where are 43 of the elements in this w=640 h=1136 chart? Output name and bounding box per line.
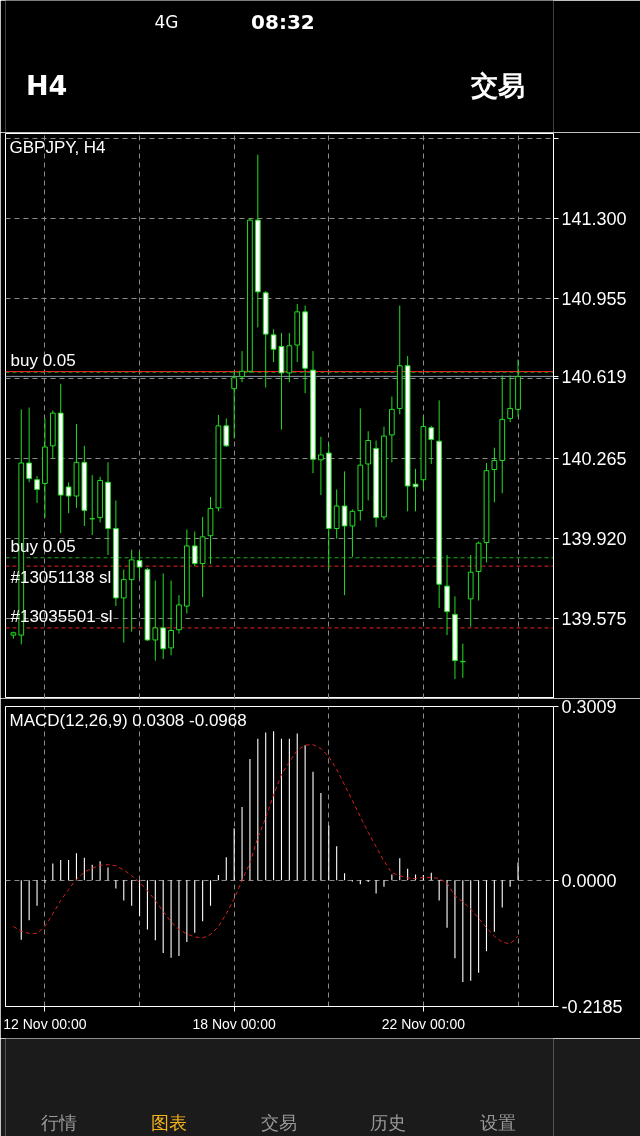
- candlestick: [428, 425, 435, 465]
- y-tick-label: 139.575: [561, 609, 627, 630]
- x-tick-label: 22 Nov 00:00: [381, 1015, 466, 1032]
- candlestick: [120, 569, 127, 644]
- text: 行情: [41, 1112, 78, 1133]
- candlestick: [239, 350, 245, 383]
- ref-line-label: buy 0.05: [10, 351, 76, 371]
- text: 交易: [469, 70, 525, 101]
- text: 图表: [151, 1112, 188, 1133]
- candlestick: [136, 551, 143, 579]
- text: 08:32: [251, 9, 315, 34]
- candlestick: [507, 374, 513, 423]
- candlestick: [160, 572, 167, 660]
- y-tick-label: 139.920: [561, 529, 627, 550]
- candlestick: [191, 531, 198, 567]
- candlestick: [34, 475, 40, 504]
- x-tick-label: 18 Nov 00:00: [192, 1015, 277, 1032]
- candlestick: [223, 417, 230, 448]
- candlestick: [231, 370, 238, 440]
- line-series: [12, 744, 519, 945]
- y-tick-label: -0.2185: [561, 997, 623, 1017]
- text: 设置: [479, 1112, 516, 1133]
- text: 4G: [154, 11, 179, 32]
- chart-title: MACD(12,26,9) 0.0308 -0.0968: [9, 710, 247, 730]
- candlestick: [168, 580, 174, 656]
- candlestick: [26, 407, 33, 483]
- text: 历史: [370, 1112, 407, 1133]
- text: 交易: [260, 1112, 297, 1133]
- candlestick: [128, 549, 135, 633]
- y-tick-label: 0.3009: [561, 697, 617, 717]
- y-tick-label: 0.0000: [561, 870, 617, 891]
- candlestick: [491, 447, 498, 503]
- chart-title: GBPJPY, H4: [9, 137, 106, 157]
- x-tick-label: 12 Nov 00:00: [3, 1015, 87, 1032]
- candlestick: [152, 580, 159, 662]
- ref-line-label: 140.619: [561, 366, 627, 387]
- y-tick-label: 141.300: [561, 208, 627, 229]
- candlestick: [365, 430, 372, 501]
- candlestick: [318, 436, 324, 496]
- candlestick: [333, 489, 340, 540]
- y-tick-label: 140.955: [561, 288, 627, 309]
- y-tick-label: 140.265: [561, 449, 627, 470]
- text: H4: [25, 70, 68, 101]
